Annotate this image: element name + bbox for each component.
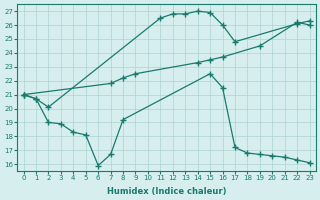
X-axis label: Humidex (Indice chaleur): Humidex (Indice chaleur): [107, 187, 226, 196]
